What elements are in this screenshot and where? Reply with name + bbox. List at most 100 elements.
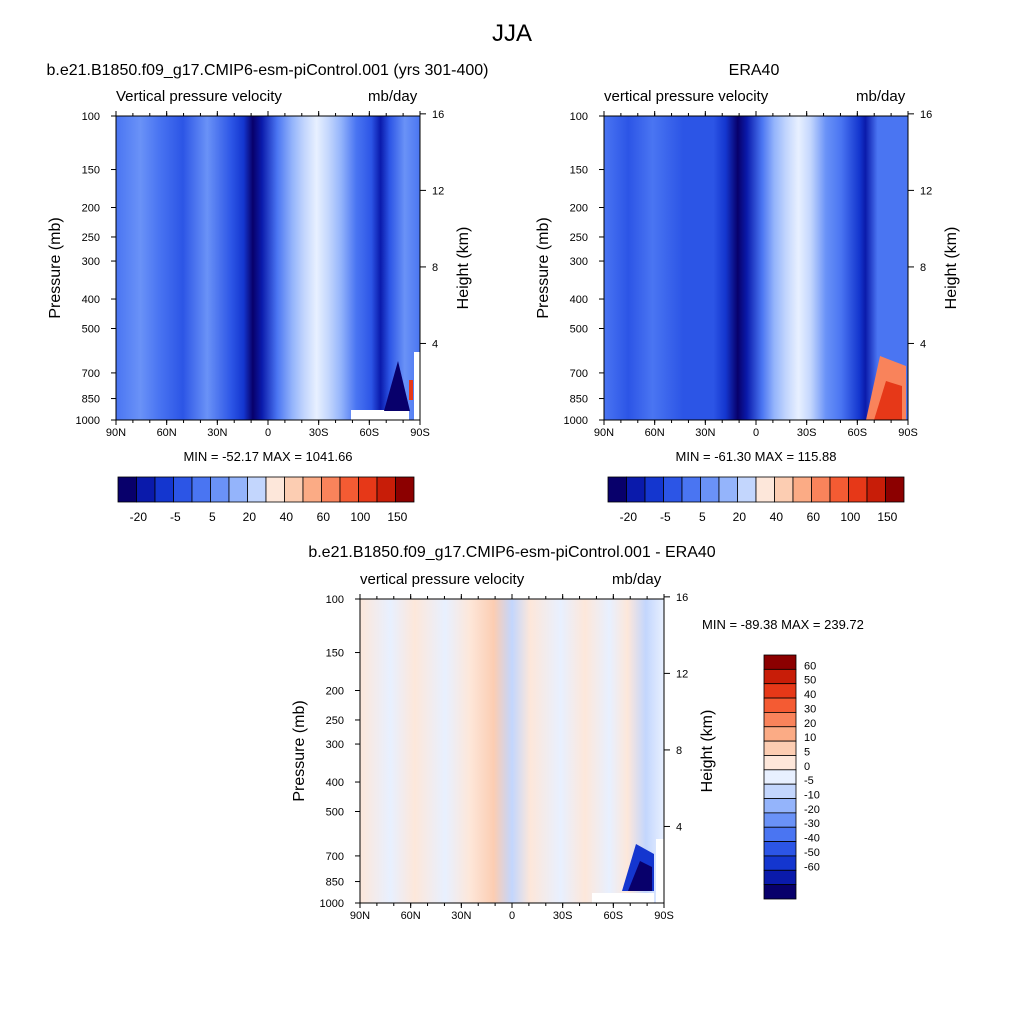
figure-title: JJA <box>491 20 532 47</box>
colorbar-swatch <box>339 476 359 503</box>
x-tick-label: 30N <box>451 910 471 922</box>
y-tick-label: 500 <box>570 323 588 335</box>
colorbar-swatch <box>763 726 797 742</box>
colorbar-swatch <box>763 884 797 900</box>
colorbar-label: 0 <box>804 761 810 773</box>
y2-tick-label: 16 <box>676 592 688 604</box>
x-tick-label: 60N <box>645 427 665 439</box>
colorbar-label: -5 <box>170 510 181 524</box>
panel-2-y2label: Height (km) <box>943 226 960 310</box>
topography-mask <box>656 839 664 903</box>
panel-2-variable-label: vertical pressure velocity <box>604 88 769 105</box>
y-tick-label: 400 <box>326 777 344 789</box>
panel-3-field <box>360 599 664 903</box>
colorbar-label: 150 <box>877 510 897 524</box>
colorbar-swatch <box>247 476 267 503</box>
panel-1-variable-label: Vertical pressure velocity <box>116 88 282 105</box>
colorbar-label: 100 <box>350 510 370 524</box>
colorbar-swatch <box>117 476 137 503</box>
colorbar-label: -5 <box>660 510 671 524</box>
panel-1-title: b.e21.B1850.f09_g17.CMIP6-esm-piControl.… <box>46 62 489 79</box>
colorbar-swatch <box>395 476 415 503</box>
colorbar-label: 10 <box>804 732 816 744</box>
y-tick-label: 500 <box>326 806 344 818</box>
colorbar-swatch <box>811 476 831 503</box>
colorbar-swatch <box>210 476 230 503</box>
y2-tick-label: 12 <box>432 185 444 197</box>
y2-tick-label: 4 <box>432 338 438 350</box>
x-tick-label: 90S <box>410 427 430 439</box>
colorbar-swatch <box>763 812 797 828</box>
y-tick-label: 300 <box>570 256 588 268</box>
y-tick-label: 100 <box>570 111 588 123</box>
y2-tick-label: 12 <box>920 185 932 197</box>
panel-2-title: ERA40 <box>728 62 780 79</box>
x-tick-label: 30N <box>695 427 715 439</box>
colorbar-swatch <box>737 476 757 503</box>
y2-tick-label: 4 <box>920 338 926 350</box>
y-tick-label: 250 <box>82 232 100 244</box>
y-tick-label: 100 <box>326 594 344 606</box>
colorbar-swatch <box>681 476 701 503</box>
colorbar-swatch <box>774 476 794 503</box>
antarctic-descent <box>409 380 413 400</box>
y-tick-label: 250 <box>570 232 588 244</box>
colorbar-label: 50 <box>804 675 816 687</box>
colorbar-label: -60 <box>804 861 820 873</box>
panel-2-units-label: mb/day <box>856 88 906 105</box>
y-tick-label: 1000 <box>564 415 588 427</box>
y2-tick-label: 16 <box>920 109 932 121</box>
y-tick-label: 200 <box>82 203 100 215</box>
y2-tick-label: 4 <box>676 821 682 833</box>
colorbar-swatch <box>191 476 211 503</box>
y-tick-label: 700 <box>82 368 100 380</box>
colorbar-label: 60 <box>804 660 816 672</box>
y2-tick-label: 16 <box>432 109 444 121</box>
colorbar-swatch <box>763 755 797 771</box>
colorbar-swatch <box>763 654 797 670</box>
colorbar-label: 60 <box>317 510 331 524</box>
colorbar-swatch <box>763 740 797 756</box>
y-tick-label: 700 <box>570 368 588 380</box>
y-tick-label: 500 <box>82 323 100 335</box>
colorbar-swatch <box>763 783 797 799</box>
y-tick-label: 850 <box>326 877 344 889</box>
colorbar-swatch <box>607 476 627 503</box>
y-tick-label: 200 <box>326 686 344 698</box>
colorbar-swatch <box>829 476 849 503</box>
colorbar-swatch <box>644 476 664 503</box>
colorbar-swatch <box>700 476 720 503</box>
y-tick-label: 250 <box>326 715 344 727</box>
y2-tick-label: 8 <box>432 262 438 274</box>
colorbar-swatch <box>136 476 156 503</box>
colorbar-label: 5 <box>804 746 810 758</box>
colorbar-swatch <box>755 476 775 503</box>
colorbar-2: -20 -5 5 20 40 60 100 150 <box>607 476 905 524</box>
panel-2-chart-area: 90N 60N 30N 0 30S 60S 90S 100 150 200 250 300 400 500… <box>564 109 933 439</box>
panel-1-min-max: MIN = -52.17 MAX = 1041.66 <box>183 449 353 464</box>
colorbar-swatch <box>265 476 285 503</box>
panel-3-title: b.e21.B1850.f09_g17.CMIP6-esm-piControl.… <box>308 544 716 561</box>
x-tick-label: 30N <box>207 427 227 439</box>
colorbar-1: -20 -5 5 20 40 60 100 150 <box>117 476 415 524</box>
colorbar-swatch <box>763 855 797 871</box>
colorbar-label: -40 <box>804 833 820 845</box>
x-tick-label: 30S <box>553 910 573 922</box>
y-tick-label: 300 <box>82 256 100 268</box>
x-tick-label: 90N <box>594 427 614 439</box>
colorbar-swatch <box>284 476 304 503</box>
colorbar-swatch <box>358 476 378 503</box>
colorbar-swatch <box>763 826 797 842</box>
colorbar-swatch <box>718 476 738 503</box>
colorbar-label: -20 <box>620 510 638 524</box>
colorbar-swatch <box>376 476 396 503</box>
x-tick-label: 90S <box>654 910 674 922</box>
colorbar-label: 20 <box>243 510 257 524</box>
colorbar-label: 5 <box>699 510 706 524</box>
x-tick-label: 60N <box>401 910 421 922</box>
panel-1-units-label: mb/day <box>368 88 418 105</box>
panel-1-field <box>116 116 420 420</box>
y-tick-label: 1000 <box>76 415 100 427</box>
